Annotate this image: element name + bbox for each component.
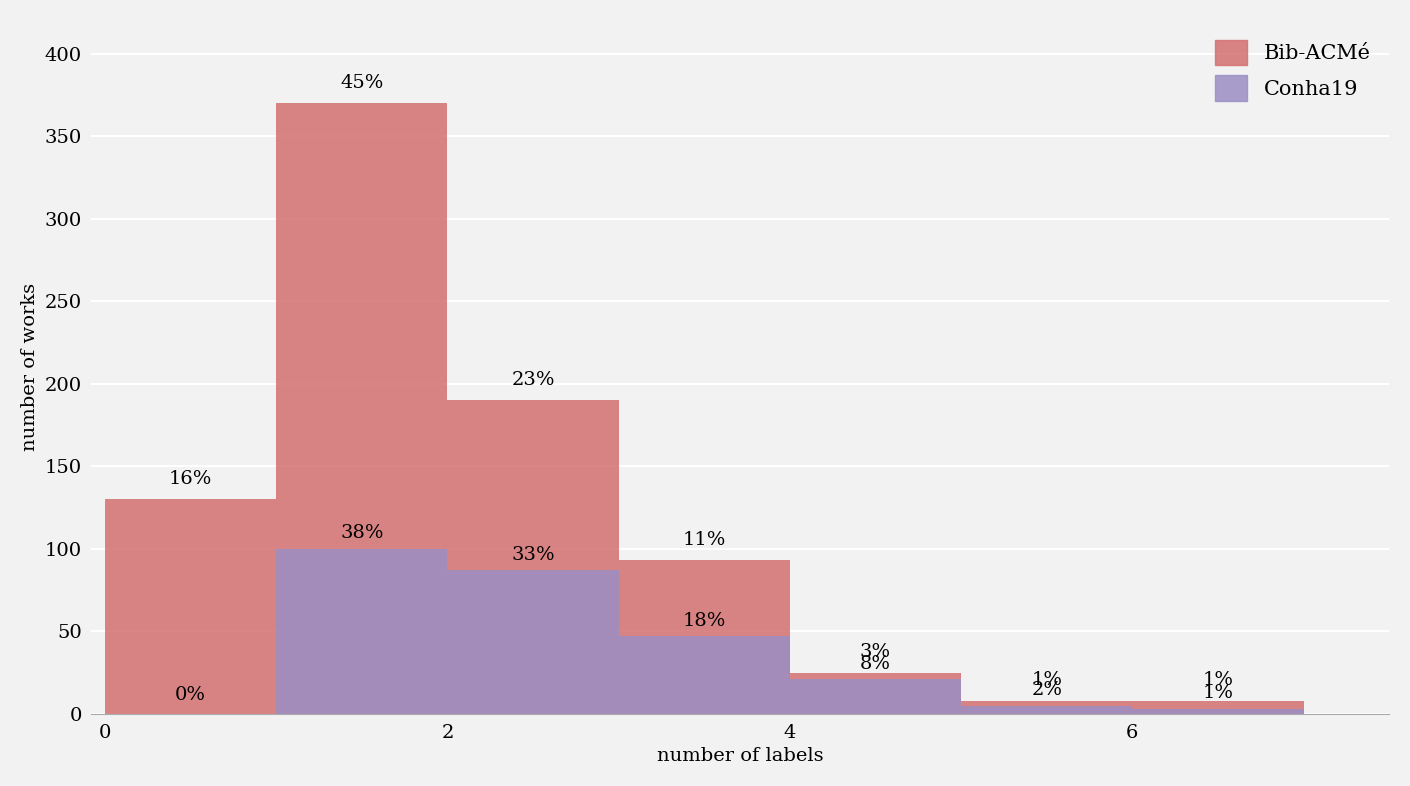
X-axis label: number of labels: number of labels [657,747,823,765]
Text: 1%: 1% [1203,685,1234,703]
Legend: Bib-ACMé, Conha19: Bib-ACMé, Conha19 [1207,31,1379,109]
Text: 11%: 11% [682,531,726,549]
Text: 38%: 38% [340,524,384,542]
Text: 18%: 18% [682,612,726,630]
Text: 2%: 2% [1031,681,1062,699]
Text: 0%: 0% [175,686,206,704]
Text: 1%: 1% [1203,671,1234,689]
Text: 16%: 16% [169,470,213,488]
Text: 45%: 45% [340,74,384,92]
Text: 3%: 3% [860,643,891,661]
Text: 8%: 8% [860,655,891,673]
Y-axis label: number of works: number of works [21,283,39,451]
Text: 1%: 1% [1031,671,1062,689]
Text: 33%: 33% [512,545,556,564]
Text: 23%: 23% [512,371,556,389]
